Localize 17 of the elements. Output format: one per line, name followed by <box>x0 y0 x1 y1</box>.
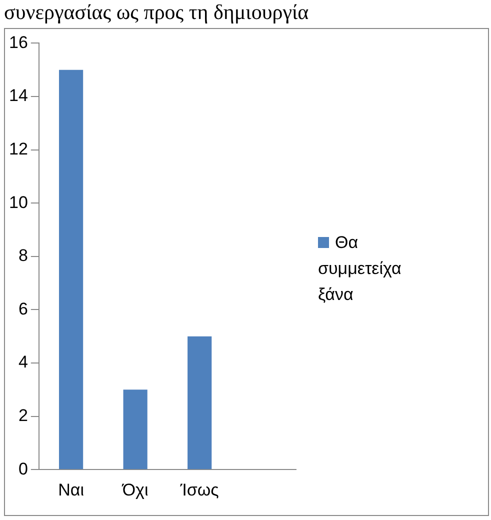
y-tick-label: 10 <box>8 192 28 212</box>
y-tick-label: 12 <box>8 139 28 158</box>
y-tick-label: 4 <box>18 352 28 372</box>
y-tick-label: 2 <box>18 406 28 425</box>
y-tick-label: 16 <box>8 32 28 52</box>
x-tick-label: Ναι <box>58 480 84 500</box>
bar <box>123 390 148 470</box>
y-tick-label: 8 <box>18 246 28 266</box>
x-tick-label: Όχι <box>121 480 148 500</box>
chart-title: συνεργασίας ως προς τη δημιουργία <box>3 0 310 24</box>
bar <box>58 70 84 470</box>
bar <box>188 336 212 470</box>
y-tick-label: 6 <box>18 299 28 318</box>
x-tick-label: Ίσως <box>179 480 219 500</box>
legend-label: Θα συμμετείχα ξάνα <box>318 232 402 306</box>
y-tick-label: 14 <box>8 86 28 106</box>
y-tick-label: 0 <box>18 459 28 478</box>
